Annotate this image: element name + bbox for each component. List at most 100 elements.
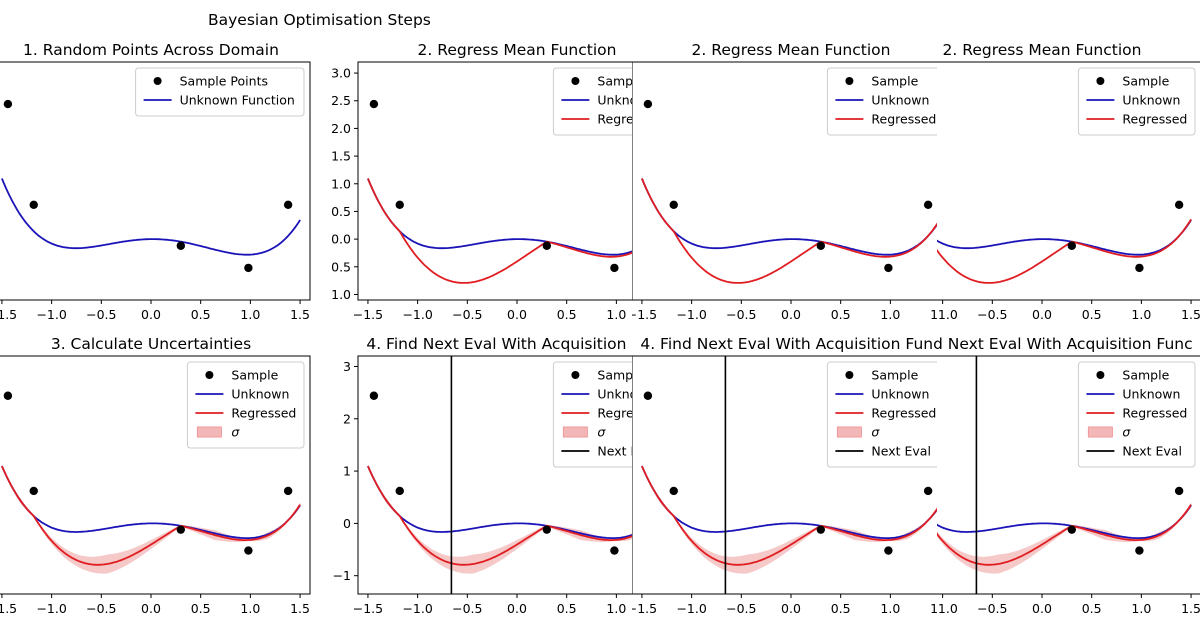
chart3-xtick-label: 0.0 (141, 601, 161, 616)
dup2-ytick-label: 0.5 (856, 204, 876, 219)
dup1-ytick-label: −0.5 (595, 259, 625, 274)
dup2-legend-label: Regressed (1122, 112, 1187, 127)
dup3-legend-label: Next Eval (871, 444, 931, 459)
chart4-xtick-label: 1.0 (606, 601, 626, 616)
chart2-ytick-label: 0.5 (331, 204, 351, 219)
dup1-xtick-label: −1.5 (627, 307, 657, 322)
chart4-legend-sigma-patch (562, 426, 588, 438)
chart2-legend-label: Regressed (597, 112, 662, 127)
chart3-sample-point (29, 486, 38, 496)
dup3-xtick-label: 0.5 (831, 601, 851, 616)
dup2-legend-label: Sample (1122, 74, 1169, 89)
chart1-sample-point (3, 99, 13, 109)
dup1-xtick-label: −0.5 (726, 307, 756, 322)
chart4-legend-label: Regressed (597, 406, 662, 421)
chart1-xtick-label: −0.5 (86, 307, 116, 322)
chart1-xtick-label: 0.5 (191, 307, 211, 322)
chart4-ytick-label: 0 (343, 516, 351, 531)
chart4-xtick-label: 0.0 (507, 601, 527, 616)
dup4-sample-point (1135, 546, 1144, 555)
chart3-xtick-label: −1.5 (0, 601, 17, 616)
dup4-xtick-label: −1.0 (927, 601, 957, 616)
chart1-sample-point (176, 241, 186, 250)
chart4-title: 4. Find Next Eval With Acquisition Func (366, 335, 667, 353)
chart4-xtick-label: −1.5 (353, 601, 383, 616)
chart4-ytick-label: −1 (333, 568, 351, 583)
chart2-xtick-label: 0.0 (507, 307, 527, 322)
dup2-xtick-label: 0.0 (1032, 307, 1052, 322)
dup4-legend-label: σ (1122, 425, 1131, 440)
dup2-xtick-label: 1.0 (1131, 307, 1151, 322)
chart2-unknown-line (367, 178, 632, 256)
dup1-ytick-label: 1.5 (605, 149, 625, 164)
dup2-regressed-line (937, 218, 1192, 284)
chart3-sample-point (283, 486, 293, 496)
chart1-sample-point (283, 200, 293, 209)
chart1-unknown-line (1, 178, 301, 256)
chart4-ytick-label: 2 (343, 411, 351, 426)
dup1-ytick-label: 0.5 (605, 204, 625, 219)
chart3-sigma-band (1, 464, 301, 574)
dup3-sample-point (923, 486, 933, 496)
chart4-xtick-label: 0.5 (557, 601, 577, 616)
dup1-xtick-label: −1.0 (676, 307, 706, 322)
chart1-legend-sample-marker (153, 77, 162, 85)
chart2-legend-label: Unknown (597, 93, 655, 108)
dup1-xtick-label: 1.0 (880, 307, 900, 322)
chart1-xtick-label: −1.5 (0, 307, 17, 322)
dup3-legend-label: Unknown (871, 387, 929, 402)
chart2-ytick-label: −1.0 (321, 287, 351, 302)
dup3-sigma-band (641, 464, 937, 574)
chart2-sample-point (610, 263, 619, 273)
dup3-legend-label: Regressed (871, 406, 936, 421)
dup4-legend-sigma-patch (1087, 426, 1113, 438)
chart3-xtick-label: 0.5 (191, 601, 211, 616)
chart4-ytick-label: 3 (343, 359, 351, 374)
dup3-ytick-label: 0 (617, 516, 625, 531)
dup4-legend-box (1077, 361, 1196, 468)
chart4-xtick-label: −0.5 (452, 601, 482, 616)
chart2-xtick-label: 1.0 (606, 307, 626, 322)
chart1-sample-point (244, 263, 253, 273)
chart4-sample-point (542, 525, 552, 534)
chart2-xtick-label: 1.5 (656, 307, 676, 322)
chart4-legend-label: Sample (597, 368, 644, 383)
dup2-ytick-label: −0.5 (846, 259, 876, 274)
dup2-xtick-label: 1.5 (1181, 307, 1200, 322)
chart3-panel: 3. Calculate Uncertainties −1.5 −1.0 −0.5 0.… (0, 335, 311, 616)
dup4-panel: 4. Find Next Eval With Acquisition Func −… (868, 335, 1200, 616)
dup1-panel: 2. Regress Mean Function −1.5 −1.0 −0.5 0.0 0… (595, 41, 937, 322)
chart1-legend-box (135, 67, 305, 117)
chart4-legend-label: Next Eval (597, 444, 657, 459)
dup3-sample-point (669, 486, 678, 496)
dup2-xtick-label: 0.5 (1082, 307, 1102, 322)
chart3-xtick-label: 1.5 (290, 601, 310, 616)
dup2-legend-label: Unknown (1122, 93, 1180, 108)
chart4-ytick-label: 1 (343, 464, 351, 479)
chart4-legend-label: Unknown (597, 387, 655, 402)
dup4-legend-label: Sample (1122, 368, 1169, 383)
dup4-sample-point (1067, 525, 1077, 534)
chart2-legend-label: Sample (597, 74, 644, 89)
chart4-xtick-label: 1.5 (656, 601, 676, 616)
chart2-sample-point (369, 99, 379, 109)
chart2-ytick-label: 3.0 (331, 66, 351, 81)
dup2-ytick-label: 1.5 (856, 149, 876, 164)
dup4-unknown-line (937, 504, 1192, 539)
chart2-xtick-label: −0.5 (452, 307, 482, 322)
dup3-xtick-label: 1.0 (880, 601, 900, 616)
chart1-legend-label: Sample Points (180, 74, 268, 89)
chart1-sample-point (29, 200, 38, 209)
chart1-title: 1. Random Points Across Domain (23, 41, 279, 59)
dup4-xtick-label: 0.0 (1032, 601, 1052, 616)
dup1-regressed-line (641, 178, 937, 284)
chart3-sample-point (244, 546, 253, 555)
chart1-xtick-label: −1.0 (36, 307, 66, 322)
chart4-legend-box (552, 361, 632, 468)
chart1-xtick-label: 1.0 (240, 307, 260, 322)
dup4-xtick-label: 1.0 (1131, 601, 1151, 616)
dup2-sample-point (1174, 200, 1184, 209)
dup4-ytick-label: 0 (868, 516, 876, 531)
chart1-panel: 1. Random Points Across Domain −1.5 −1.0 −0… (0, 41, 311, 322)
